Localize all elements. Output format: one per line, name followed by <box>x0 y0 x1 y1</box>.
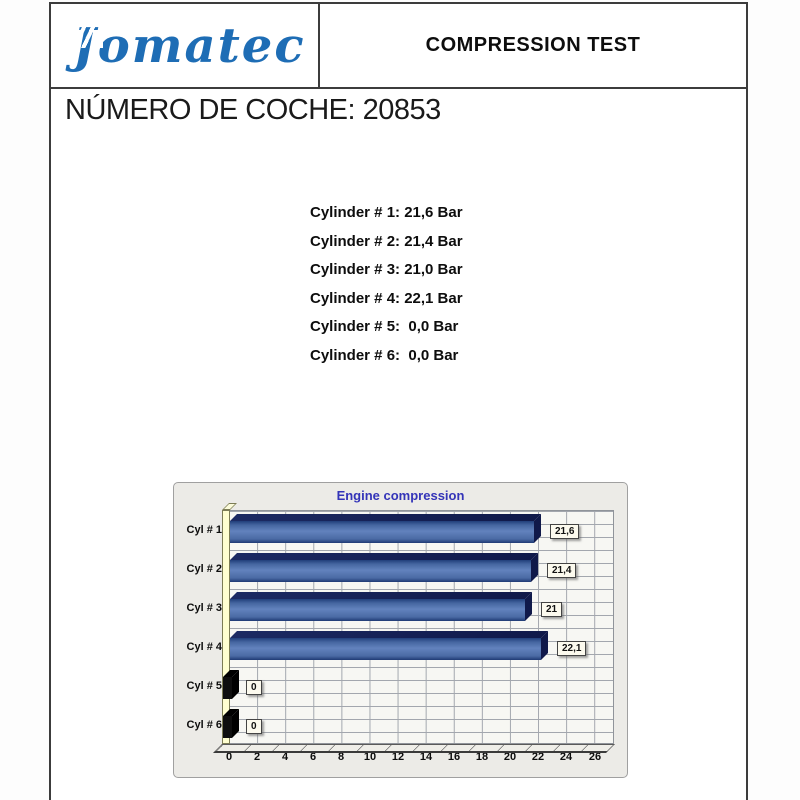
x-axis-label: 18 <box>475 751 489 763</box>
x-axis-label: 10 <box>363 751 377 763</box>
chart-floor <box>213 744 615 753</box>
x-axis-label: 6 <box>309 751 317 763</box>
y-axis-label: Cyl # 1 <box>186 524 222 536</box>
engine-compression-chart: Engine compression 21,6 21,4 21 22,1 0 0 Cyl … <box>173 482 628 778</box>
reading-line: Cylinder # 3: 21,0 Bar <box>310 261 463 278</box>
chart-bar <box>230 599 525 621</box>
chart-left-wall <box>222 510 230 744</box>
compression-readings: Cylinder # 1: 21,6 Bar Cylinder # 2: 21,4… <box>310 199 463 370</box>
chart-plot: 21,6 21,4 21 22,1 0 0 <box>223 510 614 744</box>
reading-line: Cylinder # 4: 22,1 Bar <box>310 289 463 307</box>
chart-title: Engine compression <box>336 488 465 503</box>
reading-line: Cylinder # 1: 21,6 Bar <box>310 204 463 221</box>
chart-value-label: 0 <box>246 680 262 695</box>
chart-value-label: 21,6 <box>550 524 580 539</box>
x-axis-label: 16 <box>447 751 461 763</box>
logo-cell: Jomatec <box>51 4 320 87</box>
chart-bar <box>223 716 232 738</box>
chart-value-label: 21,4 <box>547 563 577 578</box>
report-title: COMPRESSION TEST <box>425 34 641 56</box>
reading-line: Cylinder # 5: 0,0 Bar <box>310 318 459 335</box>
title-cell: COMPRESSION TEST <box>320 4 746 87</box>
y-axis-label: Cyl # 3 <box>186 602 222 614</box>
x-axis-label: 4 <box>281 751 289 763</box>
x-axis-label: 2 <box>253 751 261 763</box>
chart-xlabels: 0 2 4 6 8 10 12 14 16 18 20 22 24 26 <box>226 749 614 765</box>
x-axis-label: 22 <box>531 751 545 763</box>
chart-value-label: 22,1 <box>557 641 587 656</box>
x-axis-label: 14 <box>419 751 433 763</box>
chart-value-label: 21 <box>541 602 563 617</box>
x-axis-label: 26 <box>588 751 602 763</box>
y-axis-label: Cyl # 5 <box>186 680 222 692</box>
chart-bar <box>230 638 541 660</box>
chart-ylabels: Cyl # 1 Cyl # 2 Cyl # 3 Cyl # 4 Cyl # 5 Cyl #… <box>176 510 222 744</box>
x-axis-label: 0 <box>225 751 233 763</box>
report-header: Jomatec COMPRESSION TEST <box>51 4 746 89</box>
x-axis-label: 8 <box>337 751 345 763</box>
x-axis-label: 24 <box>559 751 573 763</box>
reading-line: Cylinder # 6: 0,0 Bar <box>310 346 459 364</box>
chart-bar <box>230 560 531 582</box>
y-axis-label: Cyl # 6 <box>186 719 222 731</box>
chart-bar <box>223 677 232 699</box>
x-axis-label: 20 <box>503 751 517 763</box>
car-number: NÚMERO DE COCHE: 20853 <box>65 94 441 126</box>
jomatec-logo: Jomatec <box>73 17 306 74</box>
chart-value-label: 0 <box>246 719 262 734</box>
y-axis-label: Cyl # 4 <box>186 641 222 653</box>
y-axis-label: Cyl # 2 <box>186 563 222 575</box>
reading-line: Cylinder # 2: 21,4 Bar <box>310 232 463 250</box>
chart-bar <box>230 521 534 543</box>
x-axis-label: 12 <box>391 751 405 763</box>
